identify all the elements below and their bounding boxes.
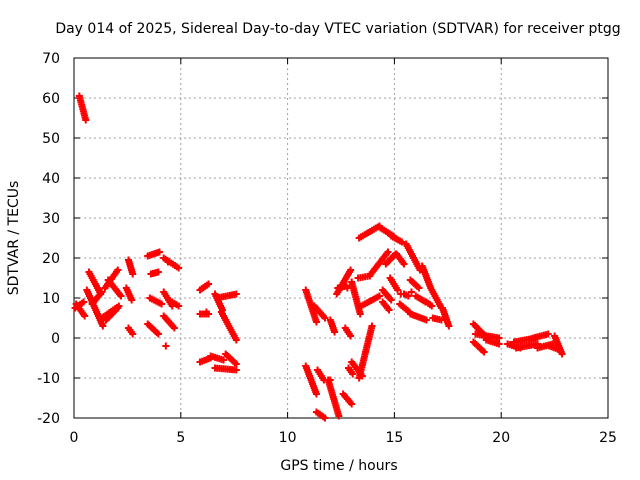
data-point [128, 296, 136, 304]
data-point [129, 330, 137, 338]
data-point [114, 304, 122, 312]
data-point [349, 370, 357, 378]
y-tick-label: -20 [37, 411, 60, 427]
data-point [347, 332, 355, 340]
data-point [358, 372, 366, 380]
x-tick-label: 20 [492, 430, 510, 446]
data-point [544, 330, 552, 338]
data-point [375, 292, 383, 300]
x-tick-label: 5 [176, 430, 185, 446]
data-point [407, 288, 415, 296]
data-points [71, 92, 566, 422]
data-point [312, 318, 320, 326]
y-tick-label: 50 [42, 131, 60, 147]
data-point [398, 238, 406, 246]
data-point [385, 306, 393, 314]
data-point [445, 322, 453, 330]
data-point [162, 342, 170, 350]
data-point [397, 290, 405, 298]
data-point [232, 336, 240, 344]
data-point [205, 280, 213, 288]
data-point [347, 266, 355, 274]
data-point [164, 258, 172, 266]
data-point [129, 270, 137, 278]
x-tick-label: 10 [279, 430, 297, 446]
data-point [394, 286, 402, 294]
plot-frame [73, 57, 609, 419]
data-point [400, 260, 408, 268]
data-point [80, 298, 88, 306]
y-tick-label: 40 [42, 171, 60, 187]
data-point [82, 116, 90, 124]
data-point [415, 284, 423, 292]
data-point [335, 412, 343, 420]
data-point [422, 316, 430, 324]
data-point [321, 314, 329, 322]
y-tick-label: -10 [37, 371, 60, 387]
data-point [155, 248, 163, 256]
data-point [117, 292, 125, 300]
y-tick-label: 70 [42, 51, 60, 67]
data-point [114, 266, 122, 274]
data-point [428, 302, 436, 310]
data-point [495, 334, 503, 342]
data-point [175, 302, 183, 310]
data-point [154, 330, 162, 338]
data-point [202, 308, 210, 316]
x-tick-label: 25 [599, 430, 617, 446]
data-point [312, 390, 320, 398]
y-tick-labels: -20 -10 0 10 20 30 40 50 60 70 [37, 51, 60, 427]
y-tick-label: 0 [51, 331, 60, 347]
data-point [99, 322, 107, 330]
data-point [154, 268, 162, 276]
data-point [98, 288, 106, 296]
x-tick-label: 15 [385, 430, 403, 446]
data-point [556, 346, 564, 354]
tick-marks [73, 57, 609, 419]
data-point [387, 296, 395, 304]
y-axis-label: SDTVAR / TECUs [6, 181, 22, 296]
data-point [384, 248, 392, 256]
x-tick-label: 0 [70, 430, 79, 446]
chart-title: Day 014 of 2025, Sidereal Day-to-day VTE… [55, 21, 620, 37]
data-point [331, 328, 339, 336]
data-point [348, 400, 356, 408]
y-tick-label: 30 [42, 211, 60, 227]
data-point [326, 376, 334, 384]
data-point [356, 310, 364, 318]
data-point [368, 322, 376, 330]
data-point [403, 242, 411, 250]
data-point [232, 290, 240, 298]
grid-lines [74, 58, 608, 418]
data-point [343, 284, 351, 292]
x-tick-labels: 0 5 10 15 20 25 [70, 430, 617, 446]
data-point [404, 292, 412, 300]
data-point [170, 324, 178, 332]
data-point [232, 360, 240, 368]
data-point [175, 264, 183, 272]
data-point [480, 348, 488, 356]
y-tick-label: 20 [42, 251, 60, 267]
y-tick-label: 60 [42, 91, 60, 107]
data-point [558, 350, 566, 358]
data-point [321, 414, 329, 422]
data-point [495, 340, 503, 348]
data-point [81, 312, 89, 320]
data-point [232, 366, 240, 374]
x-axis-label: GPS time / hours [280, 458, 397, 474]
y-tick-label: 10 [42, 291, 60, 307]
data-point [220, 356, 228, 364]
data-point [158, 300, 166, 308]
